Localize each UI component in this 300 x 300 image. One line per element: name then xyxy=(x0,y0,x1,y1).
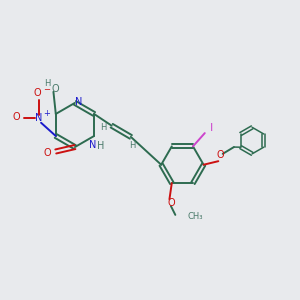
Text: N: N xyxy=(75,97,82,107)
Text: I: I xyxy=(210,123,213,133)
Text: H: H xyxy=(44,79,50,88)
Text: −: − xyxy=(43,85,50,94)
Text: O: O xyxy=(167,198,175,208)
Text: H: H xyxy=(97,141,104,151)
Text: H: H xyxy=(129,141,136,150)
Text: CH₃: CH₃ xyxy=(187,212,202,221)
Text: +: + xyxy=(43,110,50,118)
Text: O: O xyxy=(52,84,60,94)
Text: H: H xyxy=(100,123,106,132)
Text: O: O xyxy=(217,150,224,160)
Text: N: N xyxy=(89,140,96,150)
Text: N: N xyxy=(35,113,43,123)
Text: O: O xyxy=(44,148,51,158)
Text: O: O xyxy=(34,88,41,98)
Text: O: O xyxy=(13,112,20,122)
